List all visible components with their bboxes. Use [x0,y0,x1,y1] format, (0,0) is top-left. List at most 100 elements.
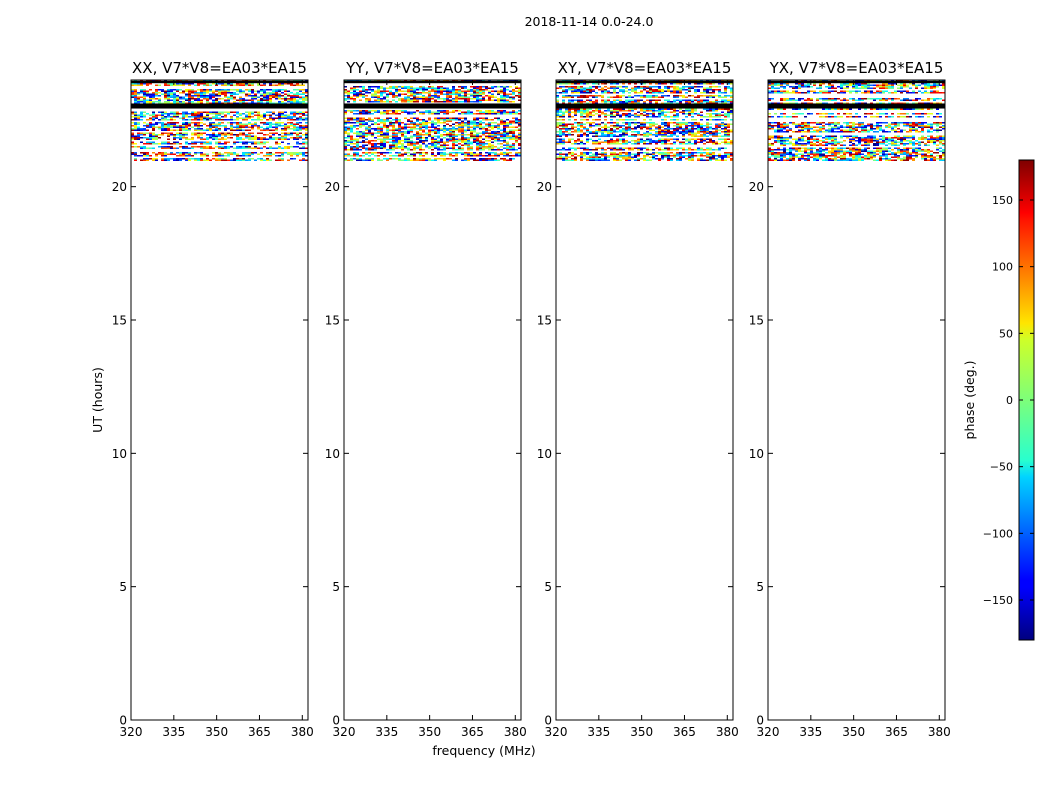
heatmap-cell [476,117,479,119]
heatmap-cell [437,158,440,160]
heatmap-cell [377,86,380,88]
heatmap-cell [230,96,233,98]
heatmap-cell [371,153,374,155]
heatmap-cell [679,90,682,92]
heatmap-cell [428,90,431,92]
heatmap-cell [562,102,565,104]
heatmap-cell [515,86,518,88]
heatmap-cell [512,101,515,103]
heatmap-cell [592,86,595,88]
heatmap-cell [206,113,209,115]
heatmap-cell [583,113,586,115]
heatmap-cell [724,92,727,94]
heatmap-cell [682,87,685,89]
heatmap-cell [254,122,257,124]
heatmap-cell [679,111,682,113]
heatmap-cell [272,117,275,119]
heatmap-cell [230,152,233,154]
heatmap-cell [161,128,164,130]
heatmap-cell [461,80,464,82]
heatmap-cell [592,96,595,98]
heatmap-cell [200,128,203,130]
heatmap-cell [658,128,661,130]
heatmap-cell [248,153,251,155]
heatmap-cell [607,108,610,110]
heatmap-cell [643,111,646,113]
heatmap-cell [676,122,679,124]
heatmap-cell [491,144,494,146]
heatmap-cell [365,159,368,161]
heatmap-cell [347,134,350,136]
heatmap-cell [464,152,467,154]
heatmap-cell [299,117,302,119]
heatmap-cell [512,132,515,134]
heatmap-cell [284,114,287,116]
heatmap-cell [224,129,227,131]
heatmap-cell [428,135,431,137]
heatmap-cell [413,141,416,143]
heatmap-cell [610,110,613,112]
heatmap-cell [464,93,467,95]
heatmap-cell [344,120,347,122]
heatmap-cell [619,126,622,128]
heatmap-cell [215,117,218,119]
heatmap-cell [559,111,562,113]
heatmap-cell [422,101,425,103]
heatmap-cell [455,110,458,112]
heatmap-cell [296,135,299,137]
heatmap-cell [500,119,503,121]
heatmap-cell [365,113,368,115]
heatmap-cell [182,90,185,92]
heatmap-cell [565,95,568,97]
heatmap-cell [467,137,470,139]
heatmap-cell [404,146,407,148]
heatmap-cell [628,126,631,128]
heatmap-cell [359,90,362,92]
heatmap-cell [730,110,733,112]
heatmap-cell [485,140,488,142]
heatmap-cell [691,116,694,118]
heatmap-cell [251,113,254,115]
heatmap-cell [293,80,296,82]
heatmap-cell [185,129,188,131]
heatmap-cell [422,125,425,127]
heatmap-cell [305,126,308,128]
heatmap-cell [296,101,299,103]
heatmap-cell [679,89,682,91]
heatmap-cell [565,86,568,88]
heatmap-cell [131,137,134,139]
heatmap-cell [425,152,428,154]
heatmap-cell [299,96,302,98]
heatmap-cell [362,132,365,134]
heatmap-cell [140,159,143,161]
heatmap-cells [131,80,308,161]
heatmap-cell [191,126,194,128]
heatmap-cell [452,80,455,82]
heatmap-cell [212,147,215,149]
heatmap-cell [248,141,251,143]
heatmap-cell [248,83,251,85]
heatmap-cell [488,111,491,113]
heatmap-cell [215,90,218,92]
heatmap-cell [299,152,302,154]
heatmap-cell [685,101,688,103]
heatmap-cell [703,116,706,118]
heatmap-cell [299,102,302,104]
heatmap-cell [242,125,245,127]
heatmap-cell [449,153,452,155]
heatmap-cell [191,141,194,143]
heatmap-cell [643,108,646,110]
heatmap-cell [200,147,203,149]
heatmap-cell [278,80,281,82]
heatmap-cell [380,143,383,145]
heatmap-cell [275,125,278,127]
heatmap-cell [287,80,290,82]
heatmap-cell [203,119,206,121]
heatmap-cell [604,102,607,104]
heatmap-cell [374,96,377,98]
heatmap-cell [556,99,559,101]
heatmap-cell [164,132,167,134]
heatmap-cell [263,146,266,148]
heatmap-cell [658,99,661,101]
heatmap-cell [479,152,482,154]
